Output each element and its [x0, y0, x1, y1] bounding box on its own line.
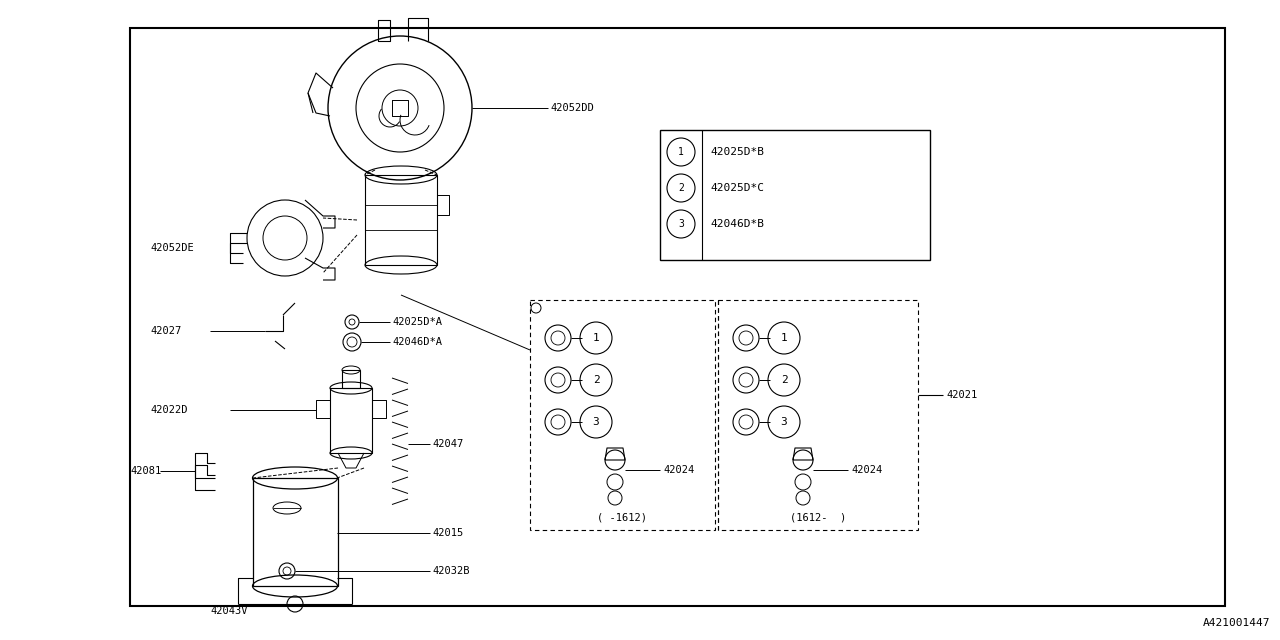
Text: 42052DE: 42052DE — [150, 243, 193, 253]
Text: 42027: 42027 — [150, 326, 182, 336]
Bar — [330, 388, 372, 453]
Text: 1: 1 — [678, 147, 684, 157]
Text: 42025D*A: 42025D*A — [392, 317, 442, 327]
Text: 42024: 42024 — [663, 465, 694, 475]
Text: 42032B: 42032B — [433, 566, 470, 576]
Text: 2: 2 — [781, 375, 787, 385]
Bar — [365, 175, 436, 265]
Text: A421001447: A421001447 — [1202, 618, 1270, 628]
Text: 42024: 42024 — [851, 465, 882, 475]
Bar — [530, 300, 716, 530]
Text: 42025D*C: 42025D*C — [710, 183, 764, 193]
Text: 42021: 42021 — [946, 390, 977, 400]
Text: 1: 1 — [593, 333, 599, 343]
Text: 42043V: 42043V — [210, 606, 247, 616]
Text: 42046D*A: 42046D*A — [392, 337, 442, 347]
Text: 2: 2 — [593, 375, 599, 385]
Bar — [342, 370, 360, 388]
Text: 3: 3 — [593, 417, 599, 427]
Text: 3: 3 — [678, 219, 684, 229]
Text: 42046D*B: 42046D*B — [710, 219, 764, 229]
Text: 42022D: 42022D — [150, 405, 187, 415]
Bar — [660, 130, 931, 260]
Text: 1: 1 — [781, 333, 787, 343]
Text: 42081: 42081 — [131, 466, 161, 476]
Text: 2: 2 — [678, 183, 684, 193]
Bar — [253, 478, 338, 586]
Text: 42015: 42015 — [433, 528, 463, 538]
Bar — [131, 28, 1225, 606]
Text: 3: 3 — [781, 417, 787, 427]
Bar — [718, 300, 918, 530]
Text: 42052DD: 42052DD — [550, 103, 594, 113]
Text: 42025D*B: 42025D*B — [710, 147, 764, 157]
Text: ( -1612): ( -1612) — [596, 513, 646, 523]
Text: 42047: 42047 — [433, 439, 463, 449]
Text: (1612-  ): (1612- ) — [790, 513, 846, 523]
